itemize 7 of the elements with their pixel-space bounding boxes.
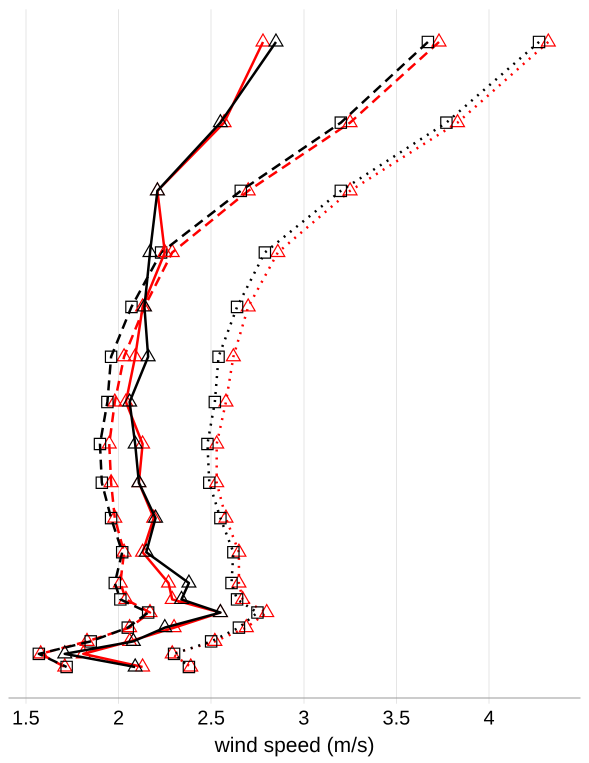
x-axis-title: wind speed (m/s)	[214, 734, 374, 758]
x-tick-label: 2.5	[197, 707, 226, 730]
x-tick-label: 1.5	[12, 707, 40, 730]
x-tick-label: 3	[298, 707, 310, 730]
x-tick-label: 3.5	[382, 707, 410, 730]
x-tick-label: 4	[483, 707, 495, 730]
x-tick-label: 2	[112, 707, 124, 730]
